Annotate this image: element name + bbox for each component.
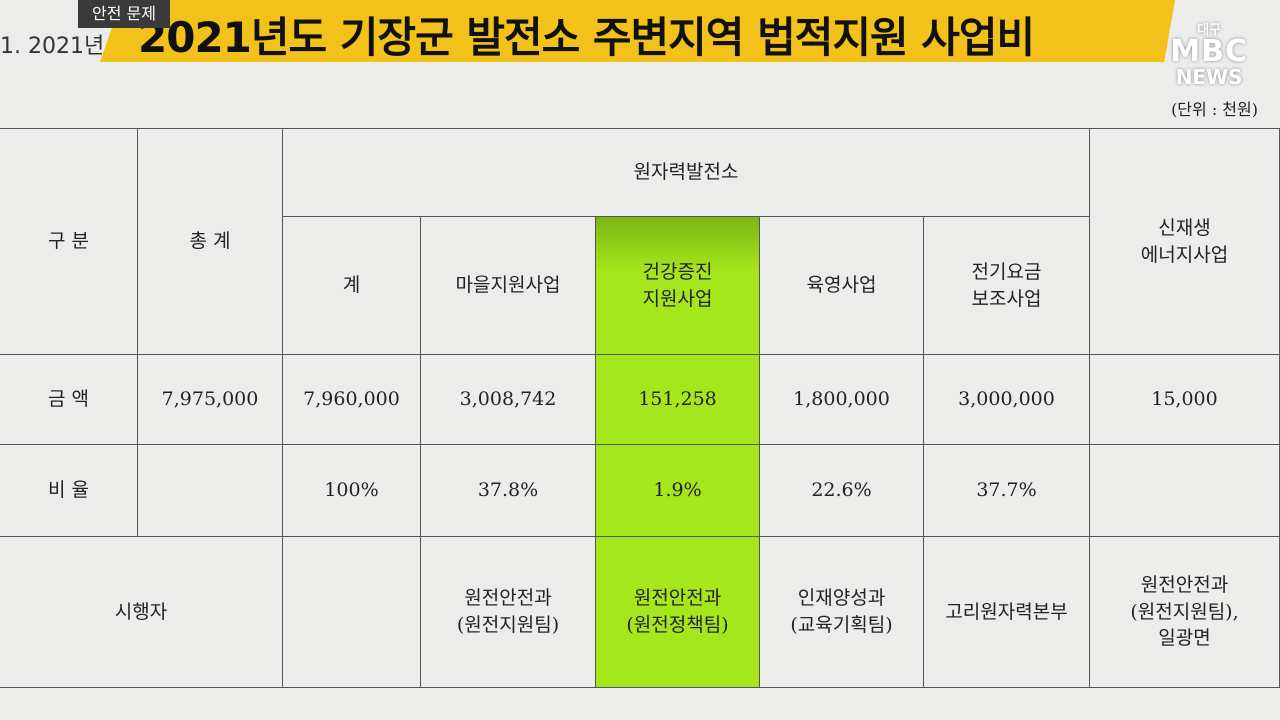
cell-text: 고리원자력본부 bbox=[945, 600, 1068, 623]
cell: 37.8% bbox=[421, 445, 596, 537]
cell-text: 3,000,000 bbox=[958, 388, 1055, 411]
cell-text: 보조사업 bbox=[971, 287, 1042, 310]
cell-text: 1.9% bbox=[653, 479, 702, 502]
cell: 육영사업 bbox=[760, 217, 924, 355]
tag: 안전 문제 bbox=[78, 0, 170, 28]
cell: 3,000,000 bbox=[924, 355, 1090, 445]
logo-brand: MBC bbox=[1170, 34, 1248, 69]
cell-text: (교육기획팀) bbox=[790, 614, 893, 636]
cell: 7,960,000 bbox=[283, 355, 421, 445]
cell-text: 마을지원사업 bbox=[455, 274, 561, 297]
cell bbox=[283, 537, 421, 688]
cell-text: 전기요금 bbox=[971, 260, 1042, 283]
cell: 인재양성과 (교육기획팀) bbox=[760, 537, 924, 688]
cell-text: 151,258 bbox=[638, 388, 717, 411]
cell: 원전안전과 (원전지원팀) bbox=[421, 537, 596, 688]
cell: 100% bbox=[283, 445, 421, 537]
cell-text: 비 율 bbox=[48, 479, 89, 502]
title: 2021년도 기장군 발전소 주변지역 법적지원 사업비 bbox=[138, 13, 1035, 62]
cell-text: 37.8% bbox=[477, 479, 539, 502]
cell-text: (원전정책팀) bbox=[626, 614, 729, 636]
cell-text: 7,960,000 bbox=[303, 388, 400, 411]
cell-text: 일광면 bbox=[1158, 627, 1211, 650]
cell-text: 신재생 bbox=[1158, 216, 1211, 239]
logo-sub: NEWS bbox=[1175, 65, 1243, 89]
cell: 1.9% bbox=[596, 445, 760, 537]
logo-region: 대구 bbox=[1197, 23, 1222, 38]
cell-text: 37.7% bbox=[976, 479, 1037, 502]
cell: 원전안전과 (원전정책팀) bbox=[596, 537, 760, 688]
cell: 3,008,742 bbox=[421, 355, 596, 445]
cell-text: 원전안전과 bbox=[633, 587, 722, 610]
cell: 금 액 bbox=[0, 355, 138, 445]
cell: 구 분 bbox=[0, 128, 138, 355]
cell-text: 육영사업 bbox=[806, 274, 877, 297]
cell-text: 계 bbox=[342, 274, 361, 297]
cell: 22.6% bbox=[760, 445, 924, 537]
cell-text: 구 분 bbox=[48, 230, 89, 253]
cell-text: 원전안전과 bbox=[464, 587, 552, 610]
cell: 총 계 bbox=[138, 128, 283, 355]
cell: 마을지원사업 bbox=[421, 217, 596, 355]
cell-text: 1,800,000 bbox=[793, 388, 890, 411]
cell-text: 7,975,000 bbox=[161, 388, 259, 411]
logo: 대구 MBC NEWS bbox=[1170, 24, 1248, 87]
cell: 7,975,000 bbox=[138, 355, 283, 445]
prefix: 1. 2021년 bbox=[0, 34, 105, 59]
cell-text: 100% bbox=[324, 479, 379, 502]
cell bbox=[138, 445, 283, 537]
cell-text: 15,000 bbox=[1151, 388, 1218, 411]
cell bbox=[1090, 445, 1280, 537]
unit: (단위 : 천원) bbox=[1171, 100, 1258, 119]
cell-text: 지원사업 bbox=[642, 287, 713, 310]
cell-text: (원전지원팀) bbox=[456, 614, 560, 636]
title-banner bbox=[100, 0, 1175, 62]
cell-text: 원자력발전소 bbox=[633, 161, 739, 184]
cell: 원전안전과 (원전지원팀), 일광면 bbox=[1090, 537, 1280, 688]
cell: 고리원자력본부 bbox=[924, 537, 1090, 688]
cell-text: 금 액 bbox=[48, 388, 89, 411]
cell: 151,258 bbox=[596, 355, 760, 445]
cell-text: (원전지원팀), bbox=[1130, 600, 1239, 623]
cell-text: 건강증진 bbox=[642, 260, 713, 283]
cell: 1,800,000 bbox=[760, 355, 924, 445]
cell: 원자력발전소 bbox=[283, 128, 1090, 217]
cell-text: 에너지사업 bbox=[1140, 243, 1229, 266]
cell: 37.7% bbox=[924, 445, 1090, 537]
cell-text: 총 계 bbox=[189, 230, 231, 253]
cell-text: 22.6% bbox=[811, 479, 872, 502]
cell-text: 원전안전과 bbox=[1140, 574, 1229, 597]
cell-text: 인재양성과 bbox=[797, 587, 886, 610]
cell: 시행자 bbox=[0, 537, 283, 688]
cell: 계 bbox=[283, 217, 421, 355]
cell-text: 시행자 bbox=[114, 600, 168, 623]
cell-text: 3,008,742 bbox=[459, 388, 557, 411]
cell: 비 율 bbox=[0, 445, 138, 537]
cell: 15,000 bbox=[1090, 355, 1280, 445]
